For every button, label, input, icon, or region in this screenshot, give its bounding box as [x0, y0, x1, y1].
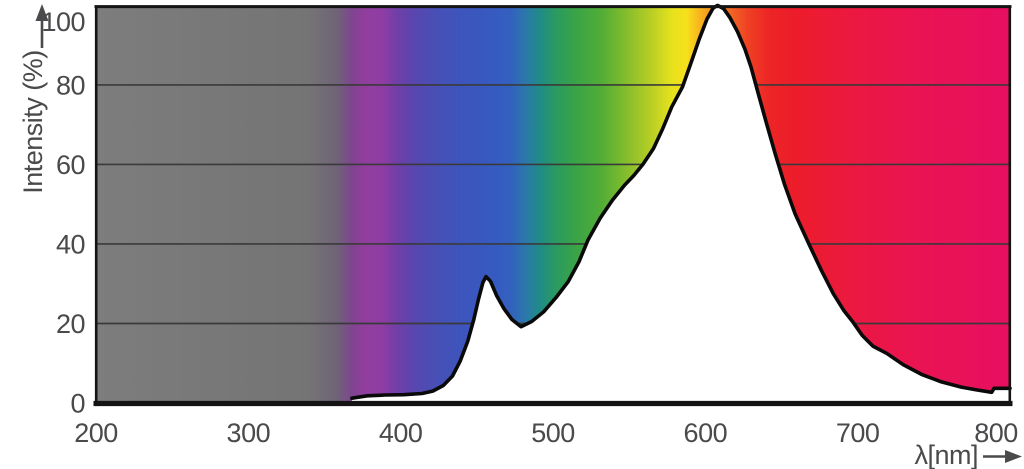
x-tick-label-700: 700	[836, 418, 880, 448]
x-tick-label-200: 200	[74, 418, 118, 448]
gridlines	[96, 84, 1010, 325]
x-axis-tick-labels: 200 300 400 500 600 700 800	[74, 418, 1018, 448]
plot-frame	[93, 5, 1013, 407]
y-axis-title-group: Intensity (%)	[18, 4, 49, 194]
under-curve-white-area	[351, 5, 1010, 404]
x-tick-label-500: 500	[531, 418, 575, 448]
y-axis-tick-labels: 0 20 40 60 80 100	[41, 7, 85, 419]
x-tick-label-400: 400	[379, 418, 423, 448]
intensity-curve	[350, 3, 1012, 400]
x-axis-title: λ[nm]	[914, 440, 978, 469]
x-axis-title-group: λ[nm]	[914, 440, 1022, 469]
y-tick-label-20: 20	[56, 309, 85, 339]
y-tick-label-100: 100	[41, 7, 85, 37]
x-tick-label-600: 600	[684, 418, 728, 448]
y-tick-label-80: 80	[56, 70, 85, 100]
y-axis-title: Intensity (%)	[18, 50, 48, 194]
y-tick-label-60: 60	[56, 150, 85, 180]
arrow-right-icon	[983, 450, 1022, 463]
y-tick-label-0: 0	[70, 389, 85, 419]
x-tick-label-800: 800	[974, 418, 1018, 448]
x-tick-label-300: 300	[227, 418, 271, 448]
y-tick-label-40: 40	[56, 229, 85, 259]
arrow-up-icon	[35, 4, 49, 48]
